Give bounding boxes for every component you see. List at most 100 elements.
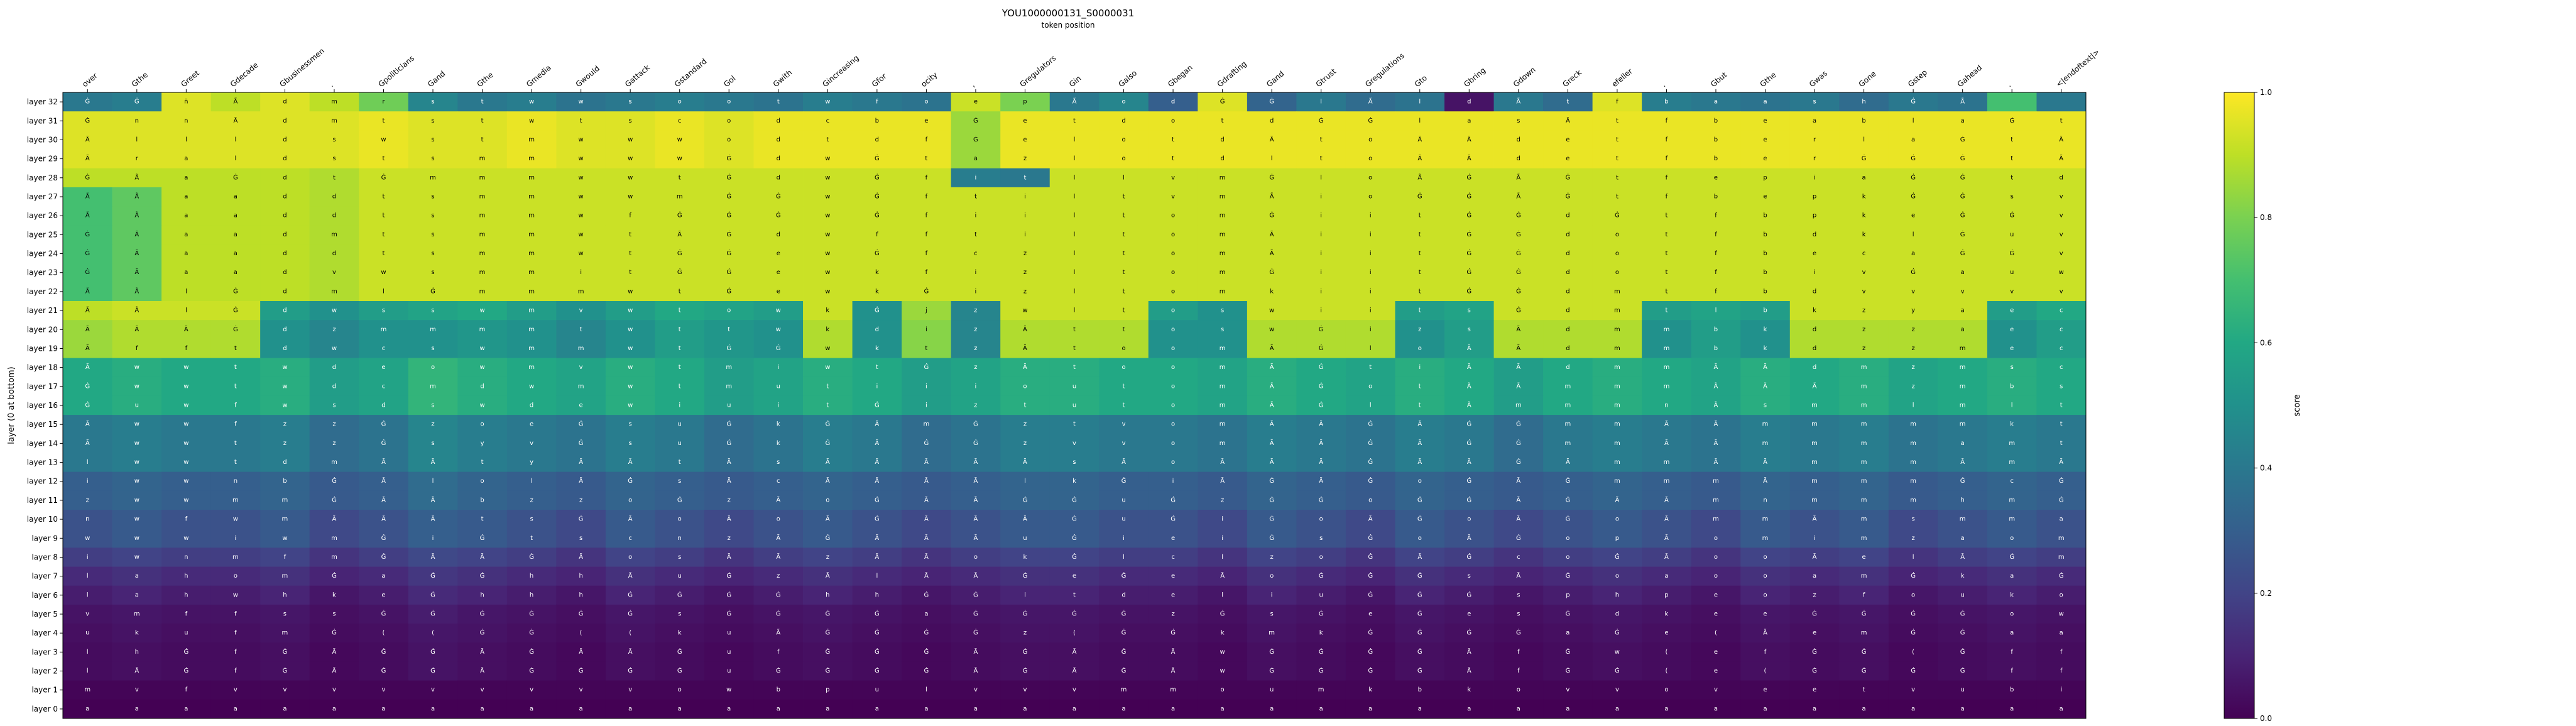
heatmap-cell xyxy=(408,471,458,492)
heatmap-cell xyxy=(309,282,359,302)
heatmap-cell-label: z xyxy=(1862,345,1865,352)
heatmap-cell xyxy=(210,92,261,112)
heatmap-cell-label: m xyxy=(1614,345,1620,352)
heatmap-cell-label: m xyxy=(578,345,584,352)
heatmap-cell-label: k xyxy=(826,307,829,314)
heatmap-cell xyxy=(1247,187,1297,207)
heatmap-cell xyxy=(704,661,754,681)
heatmap-cell-label: m xyxy=(1614,288,1620,295)
heatmap-cell xyxy=(1148,395,1198,415)
heatmap-cell-label: i xyxy=(925,326,927,333)
heatmap-cell-label: Ġ xyxy=(579,420,584,428)
heatmap-cell-label: s xyxy=(431,269,434,276)
heatmap-cell xyxy=(63,510,112,529)
heatmap-cell xyxy=(2036,320,2087,339)
heatmap-cell xyxy=(753,453,804,473)
heatmap-cell xyxy=(1000,529,1051,548)
heatmap-cell xyxy=(1247,680,1297,700)
heatmap-cell xyxy=(1987,320,2037,339)
heatmap-cell-label: m xyxy=(1960,516,1966,523)
heatmap-cell-label: v xyxy=(1171,174,1175,181)
heatmap-cell-label: Ã xyxy=(1319,476,1323,485)
heatmap-cell-label: m xyxy=(232,554,239,561)
heatmap-cell-label: m xyxy=(1614,421,1620,428)
heatmap-cell xyxy=(902,471,952,492)
heatmap-cell-label: n xyxy=(184,118,188,124)
heatmap-cell-label: Ġ xyxy=(1171,629,1176,637)
heatmap-cell-label: Ã xyxy=(924,534,929,542)
heatmap-cell xyxy=(112,149,162,169)
heatmap-cell xyxy=(1839,547,1889,567)
heatmap-cell-label: Ã xyxy=(826,571,830,580)
heatmap-cell-label: Ġ xyxy=(1516,211,1521,219)
heatmap-cell-label: Ġ xyxy=(726,439,731,447)
heatmap-cell xyxy=(457,434,508,453)
heatmap-cell xyxy=(1000,168,1051,188)
heatmap-cell xyxy=(1888,566,1938,586)
heatmap-cell xyxy=(655,566,705,586)
heatmap-cell xyxy=(408,585,458,605)
heatmap-cell xyxy=(605,301,655,321)
heatmap-cell-label: o xyxy=(727,307,731,314)
heatmap-cell xyxy=(359,168,409,188)
heatmap-cell-label: w xyxy=(628,194,633,201)
heatmap-cell-label: w xyxy=(233,591,238,598)
heatmap-cell xyxy=(1049,187,1100,207)
heatmap-cell-label: z xyxy=(1023,250,1027,257)
heatmap-cell xyxy=(1839,92,1889,112)
heatmap-cell xyxy=(1938,529,1988,548)
heatmap-cell xyxy=(457,624,508,643)
heatmap-cell-label: Ġ xyxy=(1023,571,1028,580)
heatmap-cell xyxy=(902,529,952,548)
heatmap-cell-label: Ġ xyxy=(430,287,435,295)
heatmap-cell-label: w xyxy=(134,421,139,428)
heatmap-cell xyxy=(1444,301,1494,321)
heatmap-cell-label: Ġ xyxy=(480,629,485,637)
heatmap-cell xyxy=(112,624,162,643)
heatmap-cell-label: s xyxy=(678,478,681,485)
chart-title: YOU1000000131_S0000031 xyxy=(1001,8,1134,19)
heatmap-cell xyxy=(1049,339,1100,358)
heatmap-cell-label: Ġ xyxy=(1417,495,1422,503)
heatmap-cell xyxy=(1543,624,1593,643)
heatmap-cell-label: Ã xyxy=(875,439,879,447)
heatmap-cell xyxy=(63,282,112,302)
heatmap-cell xyxy=(1888,490,1938,510)
x-tick-label: Gand xyxy=(426,69,447,89)
heatmap-cell xyxy=(1938,453,1988,473)
heatmap-cell-label: t xyxy=(1320,136,1323,143)
heatmap-cell xyxy=(309,149,359,169)
heatmap-cell-label: Ġ xyxy=(875,610,880,618)
heatmap-cell-label: Ã xyxy=(1023,515,1027,523)
heatmap-cell xyxy=(1987,206,2037,226)
heatmap-cell-label: m xyxy=(1220,269,1226,276)
heatmap-cell-label: t xyxy=(481,459,484,466)
heatmap-cell xyxy=(1642,263,1692,283)
heatmap-cell-label: ( xyxy=(1764,668,1767,674)
heatmap-cell-label: Ã xyxy=(134,306,139,314)
heatmap-cell-label: a xyxy=(135,591,139,598)
heatmap-cell-label: Ġ xyxy=(1960,192,1965,201)
heatmap-cell xyxy=(260,320,310,339)
heatmap-cell-label: d xyxy=(777,231,780,238)
heatmap-cell-label: o xyxy=(1122,364,1125,371)
heatmap-cell xyxy=(1296,301,1346,321)
heatmap-cell xyxy=(556,187,606,207)
heatmap-cell-label: ( xyxy=(1665,649,1667,656)
heatmap-cell-label: Ġ xyxy=(1368,476,1373,485)
heatmap-cell-label: w xyxy=(579,231,584,238)
heatmap-cell-label: Ġ xyxy=(1269,515,1274,523)
heatmap-cell xyxy=(1444,566,1494,586)
heatmap-cell xyxy=(1000,510,1051,529)
heatmap-cell-label: Ã xyxy=(233,116,237,124)
heatmap-cell-label: Ã xyxy=(1122,458,1126,466)
heatmap-cell xyxy=(1691,244,1741,264)
heatmap-cell xyxy=(1592,301,1642,321)
heatmap-cell-label: i xyxy=(87,478,89,485)
heatmap-cell-label: z xyxy=(826,554,829,561)
heatmap-cell xyxy=(1888,453,1938,473)
heatmap-cell-label: Ġ xyxy=(529,610,534,618)
heatmap-cell xyxy=(1691,263,1741,283)
heatmap-cell-label: Ã xyxy=(727,515,731,523)
heatmap-cell-label: t xyxy=(1221,118,1224,124)
